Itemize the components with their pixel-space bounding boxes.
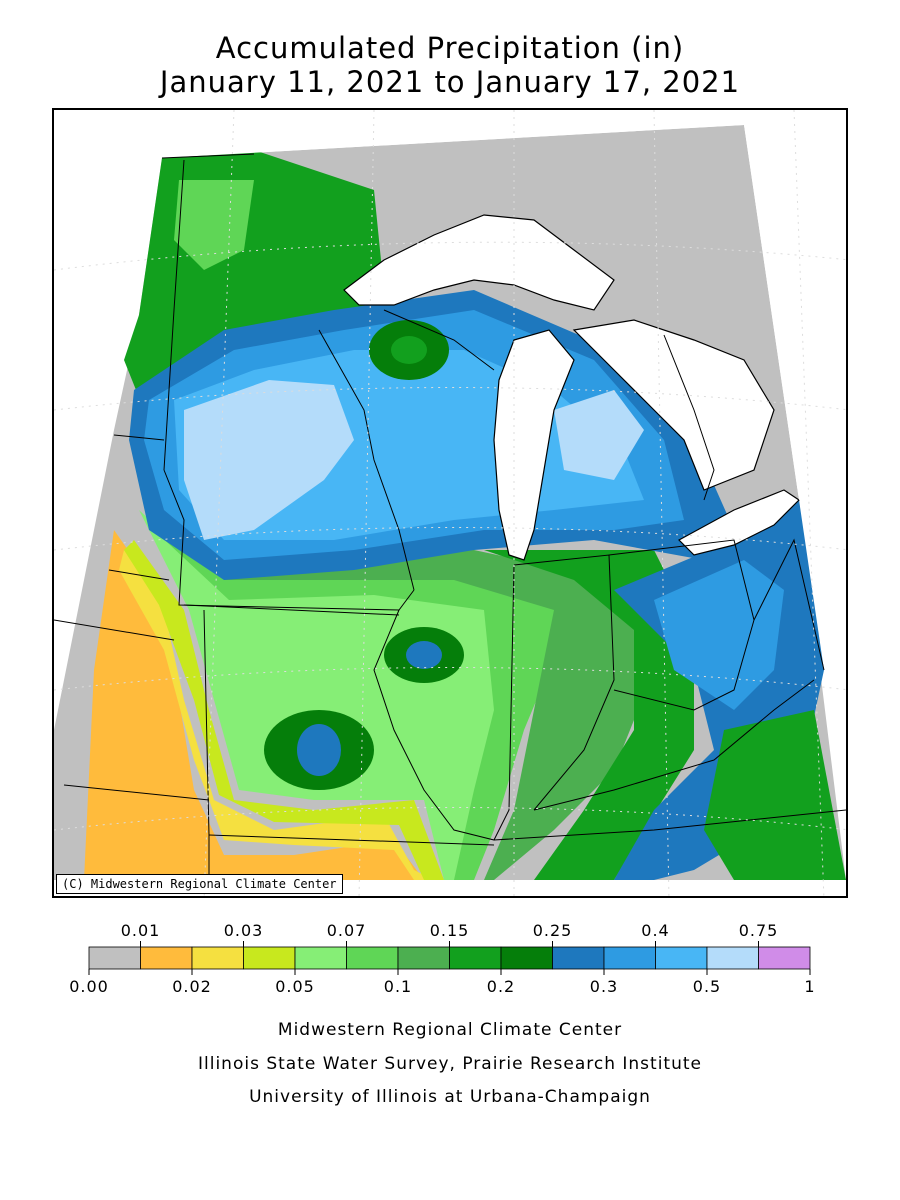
precip-band-se-green <box>704 710 846 880</box>
legend-bin <box>552 946 605 970</box>
border-ia-mo <box>183 604 400 616</box>
map-canvas <box>54 110 846 896</box>
precip-blob-blue-2 <box>406 641 442 669</box>
border-mn-ia <box>163 469 415 611</box>
border-il <box>373 564 515 841</box>
legend-lower-label: 0.3 <box>590 977 618 996</box>
legend-lower-label: 0.2 <box>487 977 515 996</box>
border-tn <box>493 809 846 841</box>
legend-lower-label: 0.00 <box>69 977 109 996</box>
legend-bin <box>346 946 399 970</box>
legend-bin <box>449 946 502 970</box>
legend-lower-label: 0.02 <box>172 977 212 996</box>
border-wv <box>753 538 825 671</box>
canada-region <box>162 110 846 500</box>
legend-upper-label: 0.75 <box>739 921 779 940</box>
legend-bin <box>140 946 193 970</box>
legend-upper-label: 0.07 <box>327 921 367 940</box>
credit-isws: Illinois State Water Survey, Prairie Res… <box>198 1054 702 1074</box>
color-legend: 0.01 0.03 0.07 0.15 0.25 0.4 0.75 0.00 0.02 0.05… <box>69 921 815 996</box>
lake-erie <box>678 489 800 556</box>
border-wi-mi <box>383 309 495 371</box>
legend-bin <box>243 946 296 970</box>
border-nd-sd <box>113 434 165 441</box>
precip-band-blue-pale <box>184 380 354 540</box>
legend-lower-labels: 0.00 0.02 0.05 0.1 0.2 0.3 0.5 1 <box>69 969 815 996</box>
border-sd-ne <box>108 569 170 581</box>
border-mi-on <box>663 334 715 501</box>
precip-band-green2 <box>484 550 694 880</box>
legend-bin <box>603 946 656 970</box>
credit-mrcc: Midwestern Regional Climate Center <box>277 1020 623 1040</box>
legend-bin <box>758 946 811 970</box>
legend-bin <box>500 946 553 970</box>
map-date-range: January 11, 2021 to January 17, 2021 <box>159 65 741 99</box>
legend-lower-label: 0.5 <box>693 977 721 996</box>
border-mn-ca <box>161 153 255 159</box>
legend-upper-label: 0.03 <box>224 921 264 940</box>
border-oh <box>608 539 755 711</box>
precip-band-lightgreen <box>139 510 514 880</box>
lake-superior <box>343 214 615 311</box>
precip-band-north-light <box>174 180 254 270</box>
precip-band-se-blue-mid <box>654 560 784 710</box>
legend-bin <box>191 946 244 970</box>
border-mn-wi <box>318 329 415 591</box>
legend-bin <box>294 946 347 970</box>
precip-blob-blue-1 <box>297 724 341 776</box>
precip-band-lime <box>124 540 444 880</box>
lake-huron <box>572 319 775 491</box>
legend-bin <box>655 946 708 970</box>
border-ky <box>533 679 815 811</box>
legend-upper-labels: 0.01 0.03 0.07 0.15 0.25 0.4 0.75 <box>121 921 779 947</box>
legend-bin <box>706 946 759 970</box>
border-in <box>513 554 615 811</box>
copyright-label: (C) Midwestern Regional Climate Center <box>56 874 343 894</box>
legend-upper-label: 0.01 <box>121 921 161 940</box>
precip-band-orange <box>84 530 424 880</box>
precipitation-map: (C) Midwestern Regional Climate Center <box>52 108 848 898</box>
border-ne <box>54 619 175 641</box>
legend-bins <box>88 946 811 970</box>
border-mo-south <box>208 834 495 846</box>
border-ks <box>63 784 210 801</box>
legend-upper-label: 0.4 <box>641 921 669 940</box>
precip-band-yellow <box>119 550 434 880</box>
precip-band-blue-pale-mi <box>554 390 644 480</box>
state-borders <box>54 153 846 880</box>
map-title: Accumulated Precipitation (in) <box>215 31 685 65</box>
legend-bin <box>397 946 450 970</box>
border-mn-west <box>163 159 185 471</box>
legend-upper-label: 0.15 <box>430 921 470 940</box>
credit-uiuc: University of Illinois at Urbana-Champai… <box>249 1087 651 1107</box>
legend-lower-label: 0.05 <box>275 977 315 996</box>
border-mo-west <box>203 609 210 880</box>
legend-bin <box>88 946 141 970</box>
graticule <box>54 110 846 896</box>
precip-blob-green-3 <box>391 336 427 364</box>
legend-upper-label: 0.25 <box>533 921 573 940</box>
legend-lower-label: 1 <box>804 977 815 996</box>
legend-lower-label: 0.1 <box>384 977 412 996</box>
